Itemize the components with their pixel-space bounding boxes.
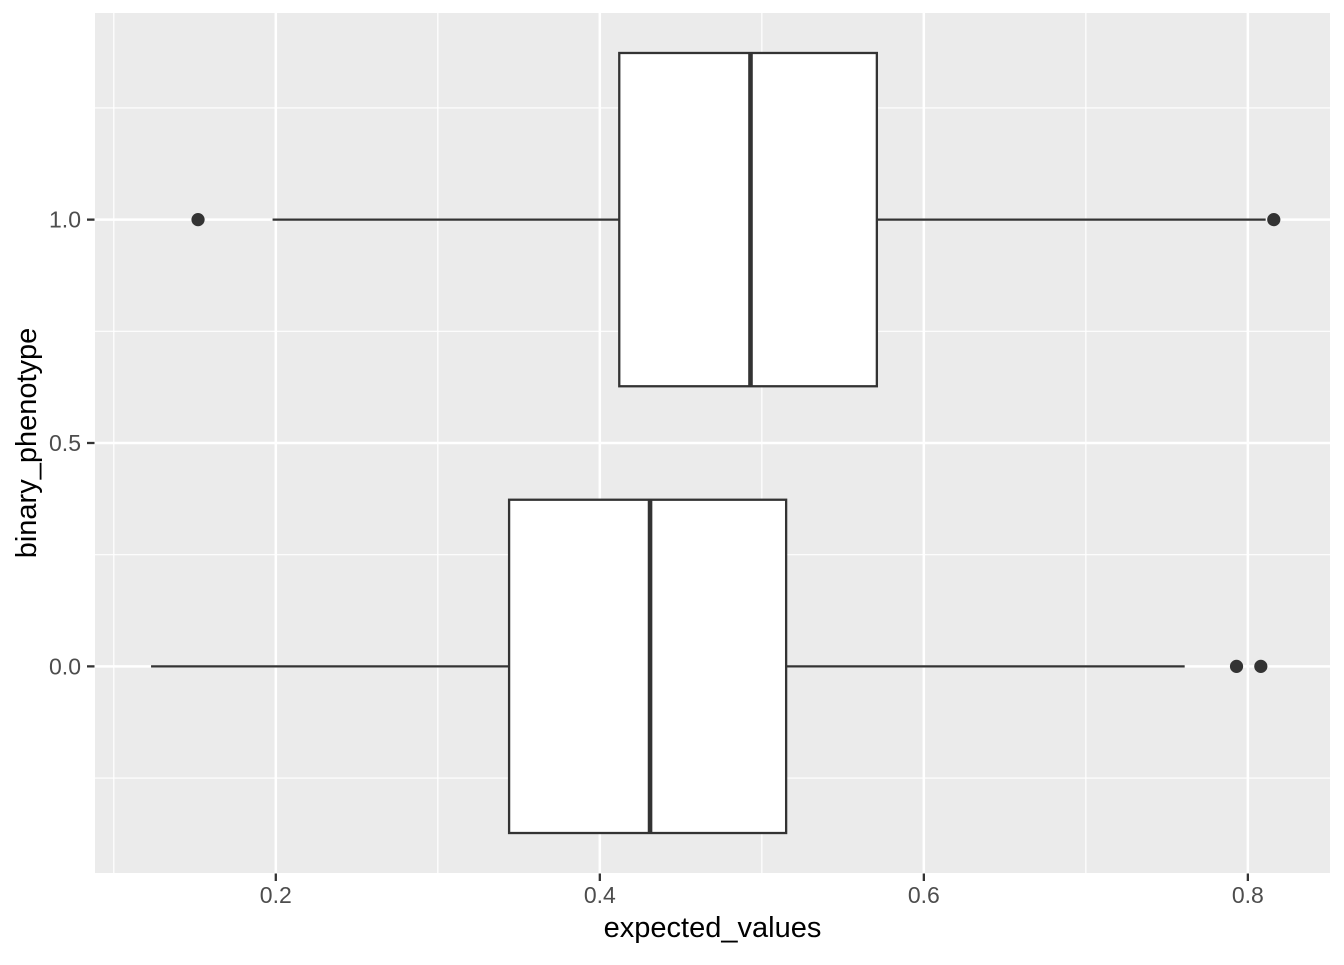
outlier-point	[191, 213, 205, 227]
y-tick-label: 0.0	[49, 653, 81, 679]
x-tick-label: 0.4	[584, 882, 616, 908]
y-tick-label: 1.0	[49, 207, 81, 233]
x-tick-label: 0.2	[260, 882, 292, 908]
outlier-point	[1267, 213, 1281, 227]
x-tick-label: 0.6	[908, 882, 940, 908]
outlier-point	[1229, 659, 1244, 673]
y-axis-title: binary_phenotype	[11, 328, 43, 559]
x-axis-title: expected_values	[604, 912, 822, 944]
box-0.0	[507, 498, 788, 835]
outlier-point	[1254, 659, 1268, 673]
y-tick-label: 0.5	[49, 430, 81, 456]
x-tick-label: 0.8	[1232, 882, 1264, 908]
box-1.0	[618, 51, 879, 388]
